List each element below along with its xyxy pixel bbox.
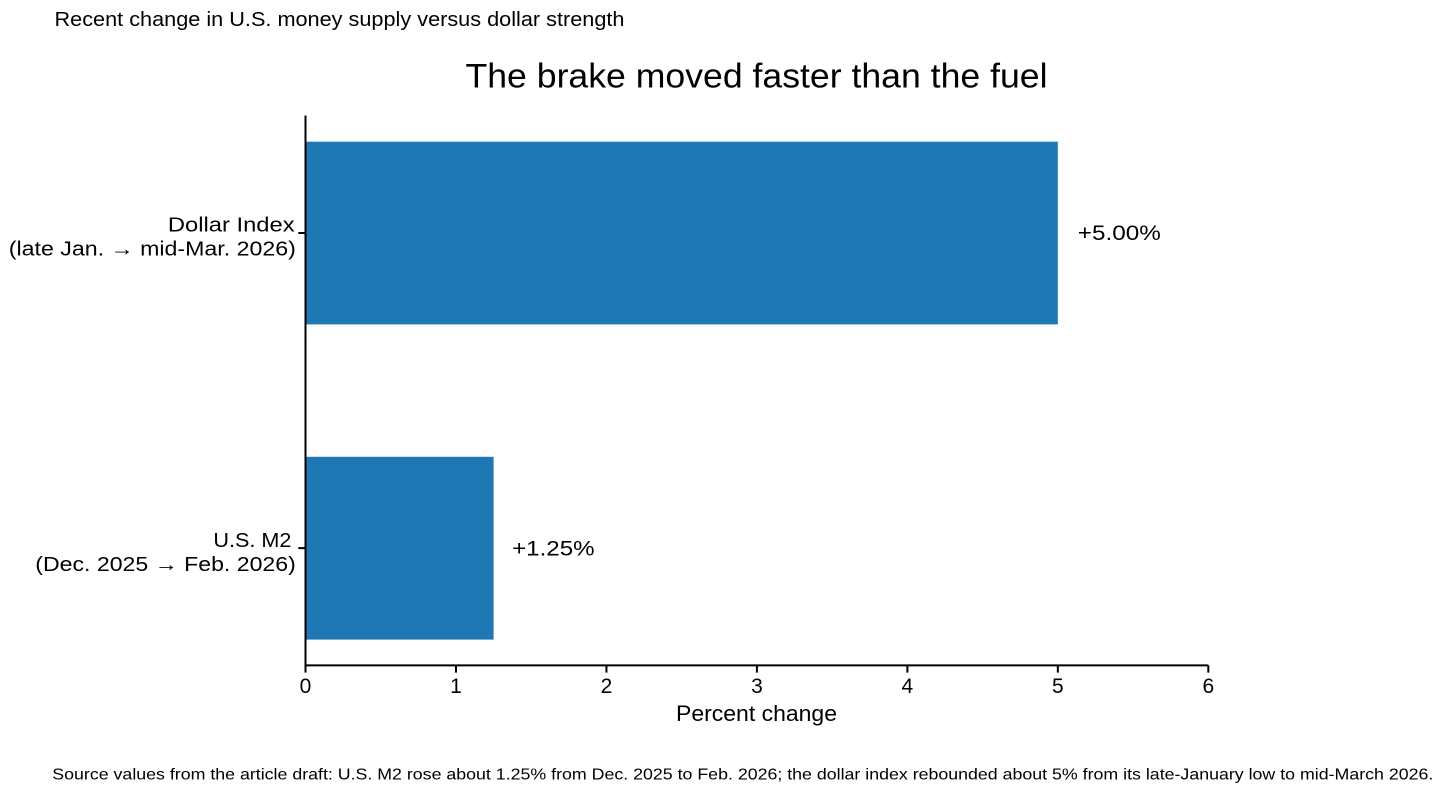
svg-text:(late Jan. → mid-Mar. 2026): (late Jan. → mid-Mar. 2026) <box>9 238 296 260</box>
svg-text:5: 5 <box>1052 675 1064 698</box>
svg-text:Source values from the article: Source values from the article draft: U.… <box>52 766 1433 783</box>
svg-text:4: 4 <box>902 675 914 698</box>
svg-text:Dollar Index: Dollar Index <box>168 214 295 236</box>
svg-text:+5.00%: +5.00% <box>1078 222 1161 245</box>
svg-text:U.S. M2: U.S. M2 <box>213 530 291 552</box>
svg-text:1: 1 <box>450 675 462 698</box>
svg-text:6: 6 <box>1202 675 1214 698</box>
svg-text:The brake moved faster than th: The brake moved faster than the fuel <box>466 58 1048 96</box>
svg-text:+1.25%: +1.25% <box>512 537 595 560</box>
svg-text:(Dec. 2025 → Feb. 2026): (Dec. 2025 → Feb. 2026) <box>35 554 296 576</box>
svg-text:Recent change in U.S. money su: Recent change in U.S. money supply versu… <box>55 9 625 31</box>
svg-text:Percent change: Percent change <box>676 701 837 726</box>
svg-text:0: 0 <box>300 675 312 698</box>
svg-text:2: 2 <box>601 675 613 698</box>
svg-text:3: 3 <box>751 675 763 698</box>
